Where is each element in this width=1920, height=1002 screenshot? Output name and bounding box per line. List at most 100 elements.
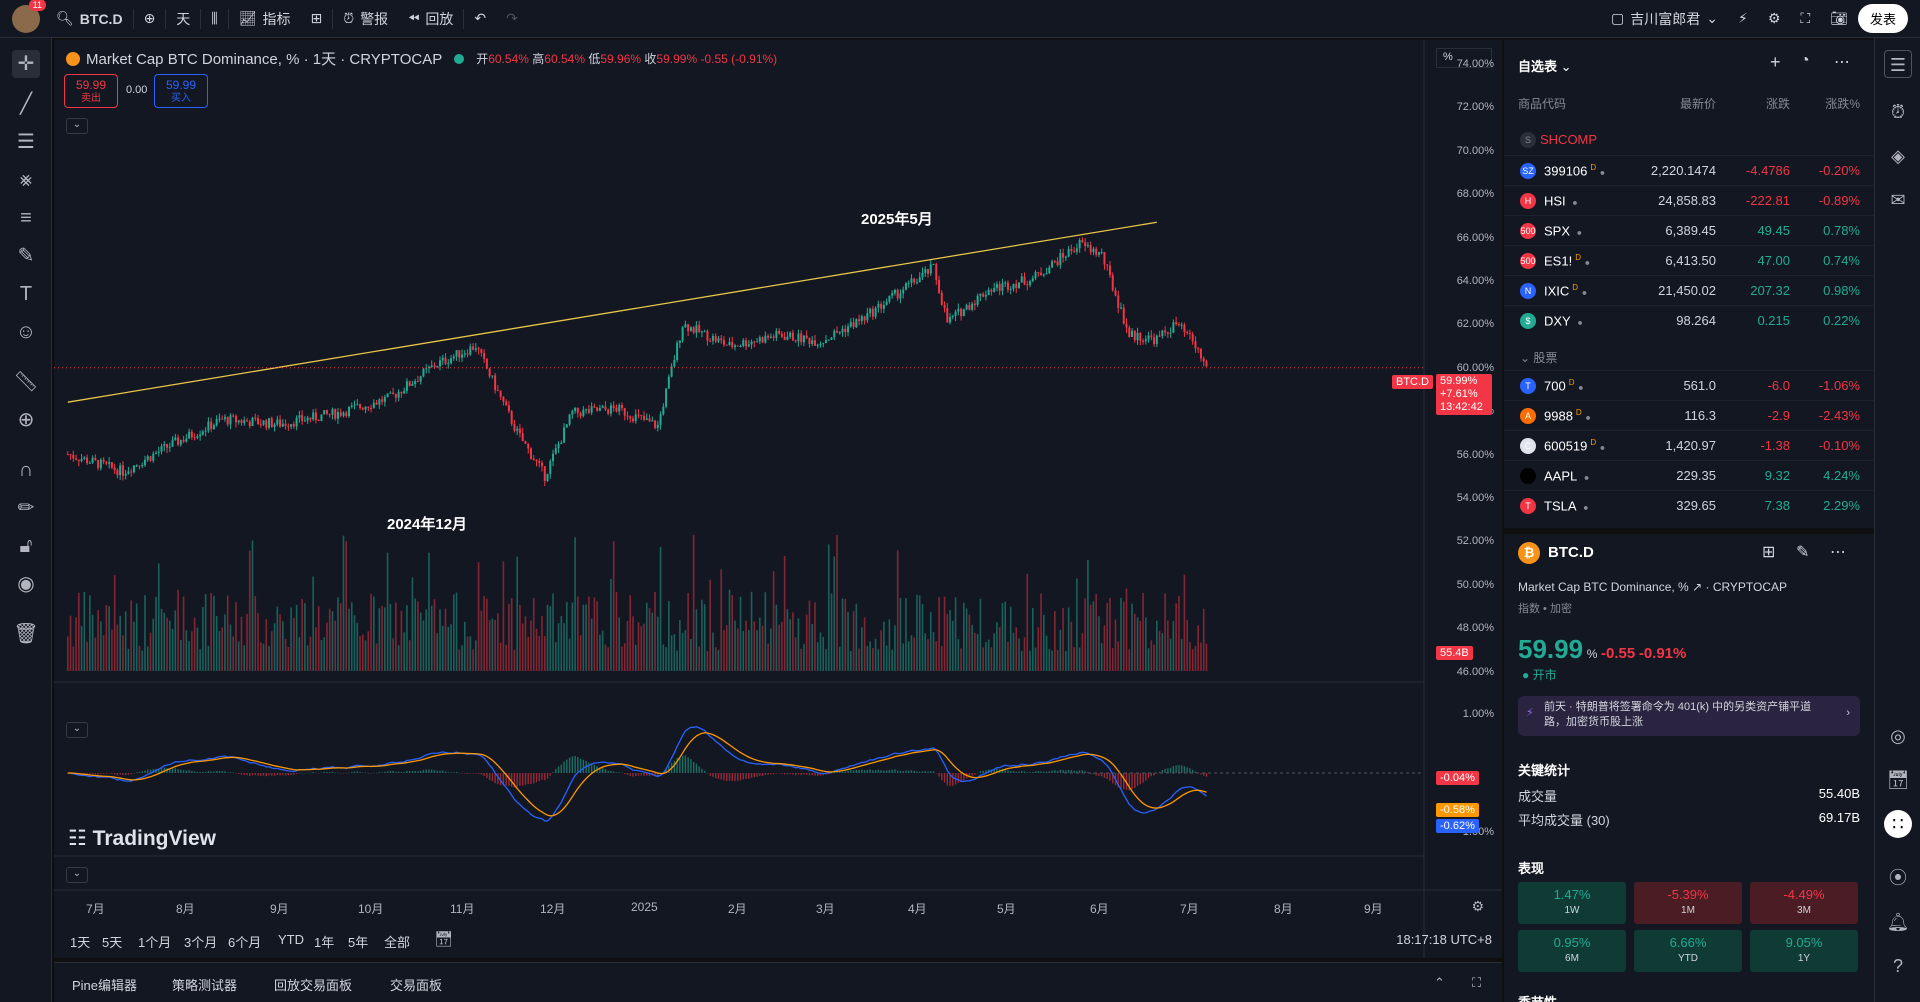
eye-icon[interactable]: ◉: [17, 573, 35, 595]
watchlist-row[interactable]: H HSI ● 24,858.83 -222.81 -0.89%: [1504, 185, 1874, 215]
redo-button[interactable]: ↷: [496, 0, 528, 38]
watchlist-row[interactable]: AAPL ● 229.35 9.32 4.24%: [1504, 460, 1874, 490]
scale-mode-input[interactable]: %: [1436, 48, 1492, 68]
range-button[interactable]: 1天: [70, 935, 91, 950]
apps-grid-icon[interactable]: ∷: [1884, 810, 1912, 838]
perf-cell[interactable]: -5.39% 1M: [1634, 882, 1742, 924]
brush-icon[interactable]: ✎: [17, 245, 35, 267]
buy-button[interactable]: 59.99 买入: [154, 74, 208, 108]
fib-icon[interactable]: ☰: [17, 131, 35, 153]
maximize-icon[interactable]: ⛶: [1472, 975, 1482, 990]
range-button[interactable]: 5天: [102, 935, 123, 950]
more-icon[interactable]: ⋯: [1834, 54, 1850, 71]
col-last[interactable]: 最新价: [1679, 97, 1716, 111]
zoom-icon[interactable]: ⊕: [17, 409, 35, 431]
range-button[interactable]: 1个月: [138, 935, 172, 950]
col-change[interactable]: 涨跌: [1765, 97, 1790, 111]
trendline-icon[interactable]: ╱: [19, 93, 33, 115]
lock-icon[interactable]: 🔓︎: [19, 535, 33, 557]
publish-button[interactable]: 发表: [1857, 4, 1908, 33]
pane-collapse-button[interactable]: ⌄: [66, 867, 88, 883]
perf-cell[interactable]: 6.66% YTD: [1634, 930, 1742, 972]
watchlist-row[interactable]: 500 ES1! D ● 6,413.50 47.00 0.74%: [1504, 245, 1874, 275]
layout-selector[interactable]: ▢ 吉川富郎君 ⌄: [1601, 0, 1728, 38]
perf-cell[interactable]: 0.95% 6M: [1518, 930, 1626, 972]
add-symbol-icon[interactable]: +: [1770, 52, 1781, 72]
range-button[interactable]: 5年: [348, 935, 369, 950]
help-icon[interactable]: ?: [1892, 956, 1903, 976]
indicators-button[interactable]: 📈︎ 指标: [229, 0, 301, 38]
watchlist-row[interactable]: T 700 D ● 561.0 -6.0 -1.06%: [1504, 370, 1874, 400]
watchlist-row[interactable]: A 9988 D ● 116.3 -2.9 -2.43%: [1504, 400, 1874, 430]
text-icon[interactable]: T: [19, 283, 33, 305]
user-avatar[interactable]: 11: [12, 0, 46, 33]
chat-icon[interactable]: ✉︎: [1890, 190, 1906, 210]
broadcast-icon[interactable]: ⦿: [1889, 868, 1907, 888]
magnet-icon[interactable]: ∩: [18, 459, 34, 481]
range-button[interactable]: 1年: [314, 935, 335, 950]
fullscreen-button[interactable]: ⛶: [1790, 0, 1820, 38]
watchlist-row[interactable]: C 600519 D ● 1,420.97 -1.38 -0.10%: [1504, 430, 1874, 460]
range-button[interactable]: YTD: [278, 932, 304, 947]
target-icon[interactable]: ◎: [1890, 726, 1906, 746]
tab-replay-trading[interactable]: 回放交易面板: [274, 978, 353, 993]
date-range-icon[interactable]: 📅︎: [434, 931, 454, 948]
chevron-up-icon[interactable]: ⌃: [1434, 975, 1445, 990]
tab-pine-editor[interactable]: Pine编辑器: [72, 978, 138, 993]
tab-strategy-tester[interactable]: 策略测试器: [172, 978, 238, 993]
more-icon[interactable]: ⋯: [1830, 544, 1846, 561]
emoji-icon[interactable]: ☺: [15, 321, 37, 343]
sell-button[interactable]: 59.99 卖出: [64, 74, 118, 108]
forecast-icon[interactable]: ≡: [20, 207, 32, 229]
collapse-legend-button[interactable]: ⌄: [66, 118, 88, 134]
chart-pane[interactable]: Market Cap BTC Dominance, % · 1天 · CRYPT…: [54, 40, 1502, 958]
col-change-pct[interactable]: 涨跌%: [1825, 97, 1860, 111]
range-button[interactable]: 3个月: [184, 935, 218, 950]
col-symbol[interactable]: 商品代码: [1518, 97, 1567, 111]
lock-drawing-icon[interactable]: ✏: [17, 497, 35, 519]
pattern-icon[interactable]: ⨳: [19, 169, 33, 191]
external-link-icon[interactable]: ↗: [1692, 580, 1703, 594]
symbol-search[interactable]: 🔍︎ BTC.D: [46, 0, 133, 38]
detail-symbol[interactable]: BTC.D: [1548, 544, 1594, 561]
crosshair-icon[interactable]: ✛: [12, 50, 40, 78]
perf-cell[interactable]: -4.49% 3M: [1750, 882, 1858, 924]
watchlist-row[interactable]: SZ 399106 D ● 2,220.1474 -4.4786 -0.20%: [1504, 155, 1874, 185]
watchlist-row[interactable]: T TSLA ● 329.65 7.38 2.29%: [1504, 490, 1874, 520]
chart-type-button[interactable]: ⫼: [201, 0, 227, 38]
layers-icon[interactable]: ◈: [1891, 146, 1905, 166]
undo-button[interactable]: ↶: [464, 0, 496, 38]
edit-icon[interactable]: ✎: [1796, 544, 1810, 561]
alert-button[interactable]: ⏰︎ 警报: [333, 0, 398, 38]
chart-canvas[interactable]: [54, 40, 1502, 958]
grid-icon[interactable]: ⊞: [1762, 544, 1776, 561]
range-button[interactable]: 6个月: [228, 935, 262, 950]
perf-cell[interactable]: 1.47% 1W: [1518, 882, 1626, 924]
range-button[interactable]: 全部: [384, 935, 411, 950]
snapshot-button[interactable]: 📷︎: [1820, 0, 1858, 38]
bell-icon[interactable]: 🔔︎: [1886, 912, 1910, 932]
chart-settings-icon[interactable]: ⚙︎: [1471, 898, 1484, 914]
alarm-clock-icon[interactable]: ⏰︎: [1890, 102, 1906, 122]
news-banner[interactable]: ⚡︎ 前天 · 特朗普将签署命令为 401(k) 中的另类资产铺平道路，加密货币…: [1518, 696, 1860, 736]
perf-cell[interactable]: 9.05% 1Y: [1750, 930, 1858, 972]
calendar-icon[interactable]: 📅︎: [1886, 770, 1910, 790]
quick-search-button[interactable]: ⚡︎: [1728, 0, 1758, 38]
advanced-view-icon[interactable]: ◔: [1800, 52, 1810, 69]
macd-collapse-button[interactable]: ⌄: [66, 722, 88, 738]
watchlist-group-shcomp[interactable]: SHCOMP: [1540, 132, 1598, 147]
trash-icon[interactable]: 🗑︎: [13, 623, 39, 645]
replay-button[interactable]: ⏪︎ 回放: [398, 0, 463, 38]
tab-trading-panel[interactable]: 交易面板: [390, 978, 443, 993]
watchlist-row[interactable]: 500 SPX ● 6,389.45 49.45 0.78%: [1504, 215, 1874, 245]
watchlist-row[interactable]: $ DXY ● 98.264 0.215 0.22%: [1504, 305, 1874, 335]
ruler-icon[interactable]: 📏︎: [13, 371, 39, 393]
stocks-group-header[interactable]: ⌄ 股票: [1520, 351, 1558, 365]
watchlist-row[interactable]: N IXIC D ● 21,450.02 207.32 0.98%: [1504, 275, 1874, 305]
layouts-button[interactable]: ⊞: [301, 0, 333, 38]
interval-button[interactable]: 天: [176, 10, 191, 27]
watchlist-title[interactable]: 自选表 ⌄: [1518, 59, 1572, 74]
compare-button[interactable]: ⊕: [134, 0, 166, 38]
settings-button[interactable]: ⚙︎: [1758, 0, 1791, 38]
watchlist-icon[interactable]: ☰: [1884, 50, 1912, 78]
